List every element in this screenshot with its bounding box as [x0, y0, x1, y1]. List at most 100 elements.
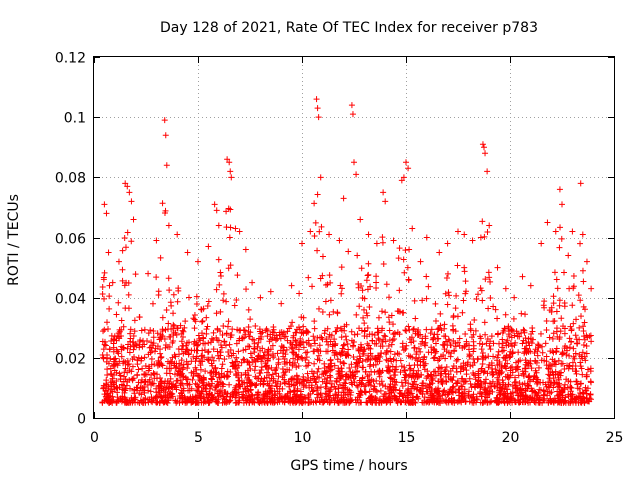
data-point [459, 309, 466, 316]
data-point [509, 363, 516, 370]
data-point [331, 362, 338, 369]
data-point [353, 382, 360, 389]
data-point [410, 325, 417, 332]
data-point [364, 373, 371, 380]
data-point [328, 380, 335, 387]
data-point [567, 391, 574, 398]
data-point [244, 396, 251, 403]
data-point [287, 323, 294, 330]
data-point [263, 393, 270, 400]
data-point [210, 337, 217, 344]
data-point [99, 283, 106, 290]
data-point [109, 375, 116, 382]
data-point [175, 368, 182, 375]
data-point [256, 328, 263, 335]
data-point [220, 393, 227, 400]
data-point [206, 390, 213, 397]
data-point [581, 319, 588, 326]
data-point [255, 352, 262, 359]
data-point [341, 397, 348, 404]
data-point [467, 363, 474, 370]
data-point [185, 361, 192, 368]
y-tick-label: 0.04 [55, 292, 86, 308]
data-point [121, 234, 128, 241]
data-markers [99, 96, 595, 406]
data-point [213, 383, 220, 390]
data-point [477, 383, 484, 390]
data-point-peak [153, 237, 160, 244]
data-point [568, 392, 575, 399]
data-point [490, 340, 497, 347]
data-point [487, 346, 494, 353]
data-point [305, 396, 312, 403]
data-point [124, 229, 131, 236]
data-point [204, 356, 211, 363]
data-point [390, 321, 397, 328]
data-point [459, 344, 466, 351]
data-point [559, 360, 566, 367]
data-point [554, 333, 561, 340]
data-point [198, 387, 205, 394]
data-point [577, 390, 584, 397]
data-point [340, 342, 347, 349]
data-point [565, 365, 572, 372]
data-point [204, 394, 211, 401]
data-point [109, 393, 116, 400]
data-point [561, 381, 568, 388]
data-point [488, 398, 495, 405]
data-point [147, 388, 154, 395]
data-point [148, 361, 155, 368]
data-point [361, 327, 368, 334]
data-point [290, 355, 297, 362]
data-point [455, 397, 462, 404]
data-point [410, 326, 417, 333]
data-point [572, 350, 579, 357]
data-point [207, 370, 214, 377]
data-point [384, 367, 391, 374]
data-point [158, 336, 165, 343]
data-point [566, 352, 573, 359]
data-point [311, 233, 318, 240]
data-point [556, 398, 563, 405]
data-point [470, 348, 477, 355]
data-point [406, 246, 413, 253]
data-point-peak [195, 258, 201, 265]
data-point [392, 381, 399, 388]
data-point [496, 371, 503, 378]
data-point [255, 339, 262, 346]
data-point [573, 340, 580, 347]
data-point [536, 396, 543, 403]
data-point [210, 346, 217, 353]
data-point [303, 354, 310, 361]
data-point [431, 347, 438, 354]
data-point [152, 345, 159, 352]
data-point [362, 368, 369, 375]
data-point-peak [405, 165, 412, 172]
data-point [245, 324, 252, 331]
data-point [215, 337, 222, 344]
data-point [328, 360, 335, 367]
data-point [546, 384, 553, 391]
data-point [446, 292, 453, 299]
data-point [462, 331, 469, 338]
data-point [494, 399, 501, 406]
data-point [568, 385, 575, 392]
data-point [582, 357, 589, 364]
data-point [208, 375, 215, 382]
data-point [321, 364, 328, 371]
y-tick-label: 0.1 [64, 111, 86, 127]
data-point [275, 356, 282, 363]
data-point [338, 365, 345, 372]
data-point [357, 355, 364, 362]
data-point [266, 378, 273, 385]
data-point [534, 393, 541, 400]
data-point-peak [288, 282, 295, 289]
data-point [425, 349, 432, 356]
data-point [245, 343, 252, 350]
data-point [492, 366, 499, 373]
data-point [239, 394, 246, 401]
data-point [576, 336, 583, 343]
data-point [247, 316, 254, 323]
data-point [326, 311, 333, 318]
data-point [580, 390, 587, 397]
